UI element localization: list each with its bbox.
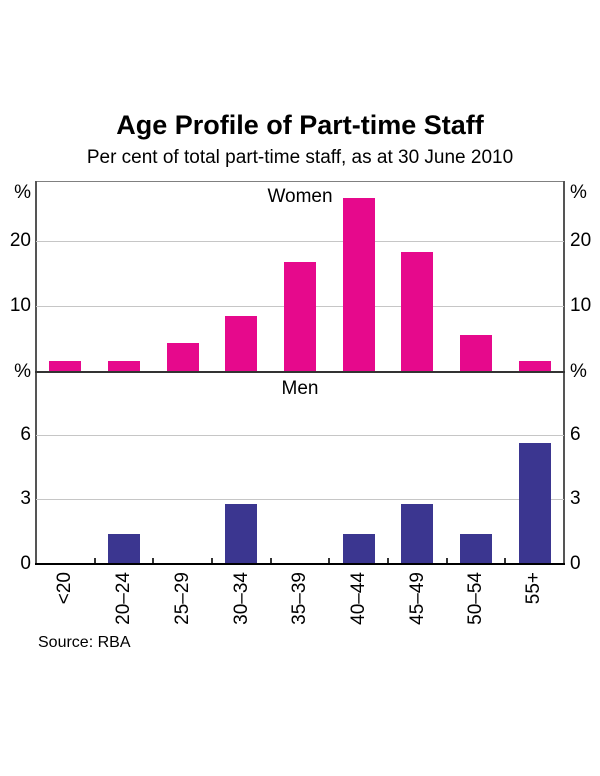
source-note: Source: RBA bbox=[38, 634, 131, 651]
gridline bbox=[36, 241, 564, 242]
men-bar bbox=[225, 504, 257, 564]
women-bar bbox=[167, 343, 199, 371]
panel-divider bbox=[35, 371, 565, 373]
x-axis-label: 35–39 bbox=[289, 572, 310, 625]
x-axis-label: 45–49 bbox=[406, 572, 428, 625]
y-axis-label-right: % bbox=[570, 182, 587, 203]
y-axis-label-left: 0 bbox=[20, 553, 31, 574]
women-bar bbox=[108, 361, 140, 371]
y-axis-label-right: % bbox=[570, 361, 587, 382]
y-axis-label-right: 20 bbox=[570, 229, 592, 251]
x-axis-tick bbox=[94, 558, 96, 563]
women-bar bbox=[225, 316, 257, 371]
y-axis-label-right: 3 bbox=[570, 488, 581, 510]
gridline bbox=[36, 435, 564, 436]
men-bar bbox=[401, 504, 433, 564]
men-bar bbox=[108, 534, 140, 564]
x-axis-tick bbox=[446, 558, 448, 563]
women-bar bbox=[284, 262, 316, 371]
y-axis-label-left: % bbox=[14, 361, 31, 382]
women-bar bbox=[49, 361, 81, 371]
panel-label-women: Women bbox=[267, 186, 333, 207]
men-bar bbox=[460, 534, 492, 564]
x-axis-label: 50–54 bbox=[465, 572, 486, 625]
x-axis-tick bbox=[504, 558, 506, 563]
y-axis-label-left: 6 bbox=[20, 423, 31, 445]
men-bar bbox=[519, 443, 551, 564]
x-axis-tick bbox=[387, 558, 389, 563]
women-bar bbox=[519, 361, 551, 371]
y-axis-label-right: 0 bbox=[570, 553, 581, 574]
women-bar bbox=[401, 252, 433, 371]
women-bar bbox=[460, 335, 492, 371]
x-axis-label: 30–34 bbox=[230, 572, 252, 625]
x-axis-tick bbox=[328, 558, 330, 563]
x-axis-label: <20 bbox=[54, 572, 76, 605]
x-axis-label: 20–24 bbox=[113, 572, 134, 625]
x-axis-tick bbox=[270, 558, 272, 563]
y-axis-label-left: % bbox=[14, 182, 31, 203]
chart-subtitle: Per cent of total part-time staff, as at… bbox=[86, 147, 514, 168]
panel-label-men: Men bbox=[281, 378, 319, 399]
x-axis-label: 25–29 bbox=[171, 572, 193, 625]
gridline bbox=[36, 499, 564, 500]
women-bar bbox=[343, 198, 375, 371]
x-axis-tick bbox=[211, 558, 213, 563]
y-axis-label-left: 20 bbox=[9, 229, 31, 251]
y-axis-label-right: 10 bbox=[570, 294, 592, 316]
x-axis-label: 55+ bbox=[523, 572, 545, 605]
y-axis-label-right: 6 bbox=[570, 423, 581, 445]
men-bar bbox=[343, 534, 375, 564]
y-axis-label-left: 10 bbox=[9, 294, 31, 316]
plot-border-top bbox=[36, 181, 564, 182]
y-axis-label-left: 3 bbox=[20, 488, 31, 510]
chart-title: Age Profile of Part-time Staff bbox=[116, 110, 484, 140]
x-axis-line bbox=[35, 563, 565, 565]
x-axis-label: 40–44 bbox=[347, 572, 369, 625]
x-axis-tick bbox=[152, 558, 154, 563]
